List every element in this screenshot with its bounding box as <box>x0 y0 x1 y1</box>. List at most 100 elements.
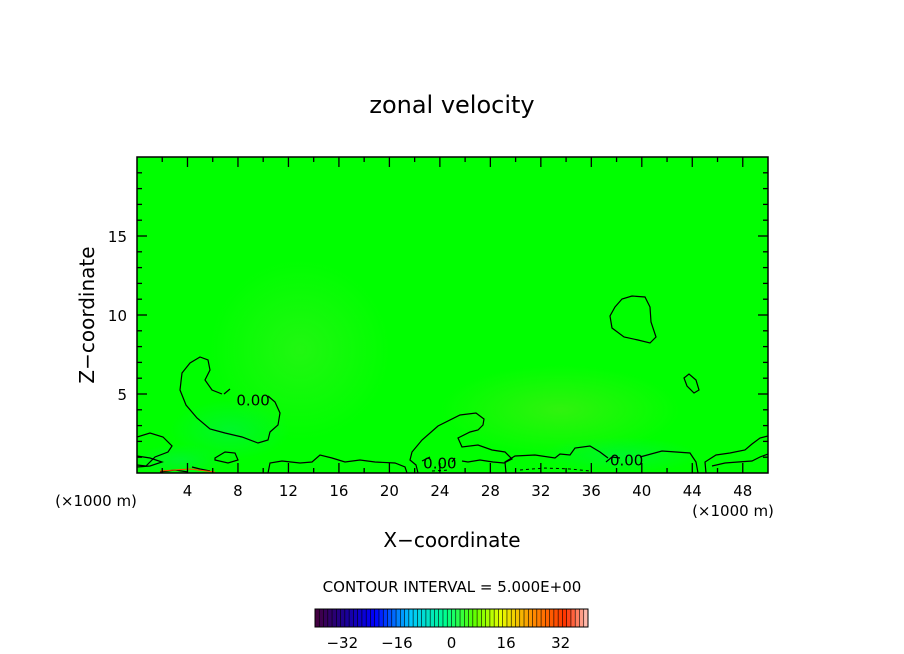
x-tick-label: 4 <box>183 482 193 500</box>
y-axis-label: Z−coordinate <box>75 246 99 383</box>
colorbar-cell <box>391 609 397 627</box>
x-tick-label: 24 <box>430 482 449 500</box>
colorbar-frame <box>314 608 589 628</box>
colorbar-cell <box>400 609 405 627</box>
colorbar-tick-label: −16 <box>381 634 413 652</box>
x-tick-label: 8 <box>233 482 243 500</box>
contour-line <box>711 453 768 467</box>
contour-line <box>191 466 211 472</box>
x-tick-label: 16 <box>329 482 348 500</box>
contour-label: 0.00 <box>610 451 643 469</box>
contour-line <box>179 356 281 444</box>
colorbar-cell <box>413 609 418 627</box>
colorbar-cell <box>549 609 555 627</box>
negative-contours <box>431 467 591 472</box>
colorbar-cell <box>374 609 380 627</box>
colorbar-cell <box>485 609 491 627</box>
contour-line <box>159 468 216 473</box>
x-tick-label: 44 <box>683 482 702 500</box>
field-shade <box>440 365 680 455</box>
colorbar-cell <box>545 609 550 627</box>
colorbar-cell <box>336 609 341 627</box>
colorbar-labels: −32 −16 0 16 32 <box>326 634 570 652</box>
field-shade <box>540 437 700 473</box>
colorbar-cell <box>353 609 358 627</box>
colorbar-cell <box>387 609 393 627</box>
colorbar-cell <box>575 609 580 627</box>
colorbar-cell <box>370 609 376 627</box>
colorbar-cell <box>472 609 478 627</box>
field-shade <box>137 444 225 473</box>
colorbar-cell <box>455 609 461 627</box>
colorbar-cell <box>477 609 482 627</box>
contour-label: 0.00 <box>236 391 269 409</box>
colorbar-cell <box>532 609 538 627</box>
field-shade <box>210 260 390 440</box>
colorbar-cell <box>332 609 337 627</box>
colorbar-cell <box>451 609 457 627</box>
y-tick-label: 10 <box>108 307 127 325</box>
colorbar-cell <box>566 609 572 627</box>
colorbar-cell <box>519 609 525 627</box>
x-tick-label: 48 <box>733 482 752 500</box>
colorbar-cell <box>417 609 422 627</box>
colorbar-cell <box>438 609 444 627</box>
colorbar-cell <box>570 609 576 627</box>
colorbar-cell <box>327 609 333 627</box>
colorbar-cell <box>579 609 585 627</box>
y-tick-label: 5 <box>117 386 127 404</box>
colorbar-cell <box>553 609 559 627</box>
x-axis-label: X−coordinate <box>383 528 520 552</box>
contour-line <box>504 445 699 473</box>
colorbar-cell <box>319 609 324 627</box>
colorbar-cell <box>494 609 499 627</box>
colorbar-cell <box>442 609 448 627</box>
colorbar-cell <box>421 609 427 627</box>
contour-line <box>683 373 700 394</box>
colorbar-cell <box>340 609 346 627</box>
x-unit-right: (×1000 m) <box>692 502 774 520</box>
plot-area <box>137 157 768 473</box>
contour-interval: CONTOUR INTERVAL = 5.000E+00 <box>323 578 582 596</box>
colorbar-cell <box>315 609 320 627</box>
colorbar-cell <box>511 609 516 627</box>
colorbar-cell <box>536 609 542 627</box>
colorbar-cell <box>481 609 486 627</box>
contour-line <box>137 455 164 468</box>
colorbar-cell <box>430 609 435 627</box>
y-tick-label: 15 <box>108 228 127 246</box>
colorbar-cell <box>447 609 452 627</box>
colorbar <box>314 608 589 628</box>
colorbar-cell <box>323 609 329 627</box>
colorbar-cell <box>366 609 371 627</box>
colorbar-cell <box>378 609 384 627</box>
colorbar-tick-label: 16 <box>497 634 516 652</box>
colorbar-cell <box>502 609 508 627</box>
colorbar-cell <box>558 609 563 627</box>
colorbar-cell <box>425 609 431 627</box>
colorbar-cell <box>524 609 529 627</box>
colorbar-cell <box>562 609 567 627</box>
colorbar-cell <box>357 609 363 627</box>
contour-line <box>605 456 621 463</box>
colorbar-cell <box>583 609 589 627</box>
contour-line <box>609 295 657 344</box>
colorbar-cell <box>506 609 512 627</box>
colorbar-cell <box>404 609 410 627</box>
colorbar-cell <box>541 609 546 627</box>
colorbar-cell <box>460 609 465 627</box>
chart-title: zonal velocity <box>369 91 534 119</box>
x-tick-label: 36 <box>582 482 601 500</box>
field-shade <box>170 400 290 460</box>
axis-ticks <box>137 157 768 473</box>
colorbar-cell <box>361 609 367 627</box>
colorbar-cell <box>434 609 440 627</box>
colorbar-cell <box>528 609 533 627</box>
contour-line <box>704 435 768 473</box>
colorbar-cell <box>489 609 495 627</box>
colorbar-cell <box>349 609 354 627</box>
colorbar-cell <box>396 609 401 627</box>
colorbar-tick-label: 0 <box>447 634 457 652</box>
x-tick-label: 20 <box>380 482 399 500</box>
colorbar-cell <box>464 609 469 627</box>
